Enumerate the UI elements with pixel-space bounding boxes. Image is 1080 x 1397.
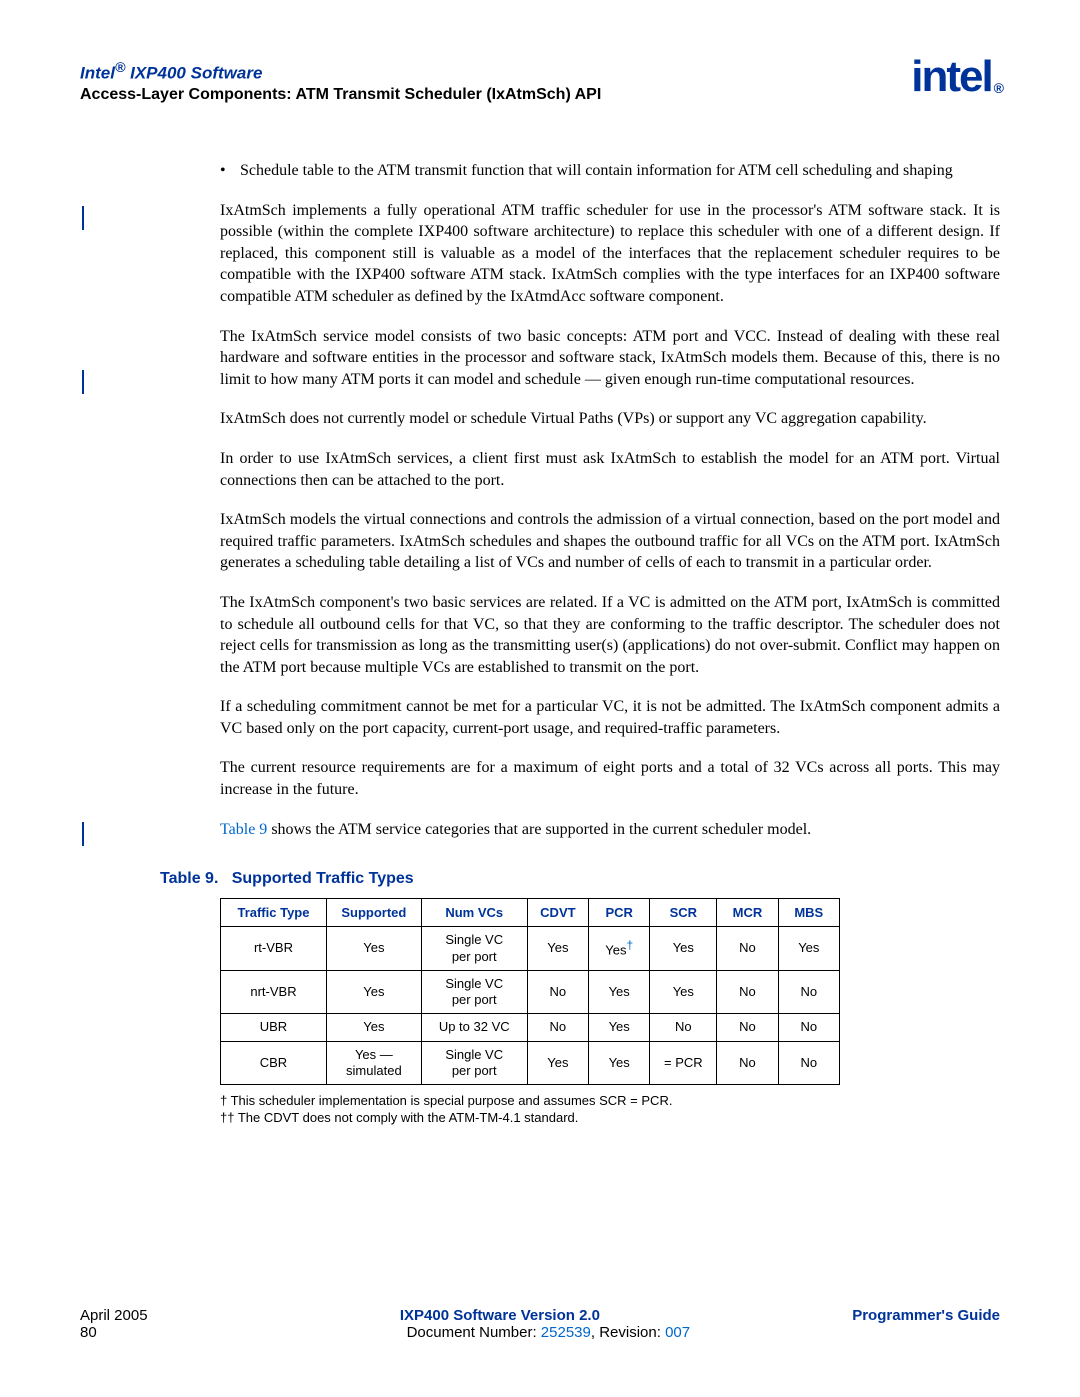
table-cell: No [717,1041,778,1085]
table-cell: Up to 32 VC [421,1014,527,1041]
table-title: Supported Traffic Types [232,870,414,887]
table-cell: Single VCper port [421,970,527,1014]
footer-pagenum: 80 [80,1324,97,1341]
table-header-cell: MCR [717,899,778,927]
page-footer: April 2005 IXP400 Software Version 2.0 P… [80,1307,1000,1341]
table-cell: Yes [589,1041,650,1085]
table-cell: Yes [589,1014,650,1041]
table-cell: Yes —simulated [326,1041,421,1085]
table-cell: No [650,1014,717,1041]
table-cell: nrt-VBR [221,970,327,1014]
table-cell: rt-VBR [221,927,327,971]
footer-right: Programmer's Guide [852,1307,1000,1324]
table-cell: Yes [527,927,588,971]
table-cell: No [778,970,839,1014]
table-cell: Yes [527,1041,588,1085]
footnote: †† The CDVT does not comply with the ATM… [220,1110,1000,1125]
doc-number-link[interactable]: 252539 [541,1324,591,1341]
intel-logo: intel® [911,52,1000,102]
table-header-cell: Num VCs [421,899,527,927]
change-bar [82,206,84,230]
table-row: UBRYesUp to 32 VCNoYesNoNoNo [221,1014,840,1041]
table-cell: Single VCper port [421,1041,527,1085]
footer-title: IXP400 Software Version 2.0 [400,1307,600,1324]
footer-date: April 2005 [80,1307,148,1324]
registered-mark: ® [115,60,125,76]
header-product: IXP400 Software [125,64,262,83]
table-cell: No [717,1014,778,1041]
supported-traffic-types-table: Traffic TypeSupportedNum VCsCDVTPCRSCRMC… [220,898,840,1085]
footer-center: IXP400 Software Version 2.0 [148,1307,853,1324]
paragraph: The IxAtmSch service model consists of t… [220,326,1000,391]
table-cell: No [778,1014,839,1041]
revision-link[interactable]: 007 [665,1324,690,1341]
paragraph: IxAtmSch models the virtual connections … [220,509,1000,574]
logo-text: intel [911,52,991,101]
table-row: rt-VBRYesSingle VCper portYesYes†YesNoYe… [221,927,840,971]
table-caption: Table 9. Supported Traffic Types [160,870,1000,888]
paragraph: If a scheduling commitment cannot be met… [220,696,1000,739]
table-cell: = PCR [650,1041,717,1085]
table-cell: No [527,970,588,1014]
table-header-cell: Supported [326,899,421,927]
crossref-suffix: shows the ATM service categories that ar… [267,821,811,838]
rev-prefix: , Revision: [591,1324,665,1341]
table-cell: No [778,1041,839,1085]
table-body: rt-VBRYesSingle VCper portYesYes†YesNoYe… [221,927,840,1085]
table-row: nrt-VBRYesSingle VCper portNoYesYesNoNo [221,970,840,1014]
table-header-cell: Traffic Type [221,899,327,927]
paragraph: IxAtmSch implements a fully operational … [220,200,1000,308]
footnote: † This scheduler implementation is speci… [220,1093,1000,1108]
header-text-block: Intel® IXP400 Software Access-Layer Comp… [80,60,601,104]
logo-registered: ® [994,80,1002,96]
table-cell: No [717,970,778,1014]
table-cell: No [527,1014,588,1041]
paragraph-crossref: Table 9 shows the ATM service categories… [220,819,1000,841]
paragraph: The current resource requirements are fo… [220,757,1000,800]
paragraph: In order to use IxAtmSch services, a cli… [220,448,1000,491]
dagger-ref: † [626,938,633,952]
table-cell: Yes [326,1014,421,1041]
paragraph: The IxAtmSch component's two basic servi… [220,592,1000,678]
table-row: CBRYes —simulatedSingle VCper portYesYes… [221,1041,840,1085]
table-cell: Yes† [589,927,650,971]
page-header: Intel® IXP400 Software Access-Layer Comp… [80,60,1000,110]
table-cell: Yes [589,970,650,1014]
table-cell: CBR [221,1041,327,1085]
table-header-row: Traffic TypeSupportedNum VCsCDVTPCRSCRMC… [221,899,840,927]
table-cell: Yes [326,970,421,1014]
body-content: • Schedule table to the ATM transmit fun… [220,160,1000,840]
table-wrapper: Traffic TypeSupportedNum VCsCDVTPCRSCRMC… [220,898,1000,1085]
table-header-cell: PCR [589,899,650,927]
doc-prefix: Document Number: [407,1324,541,1341]
footer-docnum: Document Number: 252539, Revision: 007 [97,1324,1000,1341]
bullet-item: • Schedule table to the ATM transmit fun… [220,160,1000,182]
table-cell: Single VCper port [421,927,527,971]
table-header-cell: SCR [650,899,717,927]
table-cell: Yes [326,927,421,971]
footer-guide: Programmer's Guide [852,1307,1000,1324]
change-bar [82,370,84,394]
bullet-text: Schedule table to the ATM transmit funct… [240,160,1000,182]
paragraph: IxAtmSch does not currently model or sch… [220,408,1000,430]
table-footnotes: † This scheduler implementation is speci… [220,1093,1000,1125]
table-cell: Yes [650,970,717,1014]
header-product-line: Intel® IXP400 Software [80,60,601,84]
table-header-cell: CDVT [527,899,588,927]
table-cell: No [717,927,778,971]
header-chapter-title: Access-Layer Components: ATM Transmit Sc… [80,86,601,104]
table-cell: Yes [650,927,717,971]
change-bar [82,822,84,846]
table-crossref-link[interactable]: Table 9 [220,821,267,838]
table-cell: UBR [221,1014,327,1041]
bullet-marker: • [220,160,240,182]
table-cell: Yes [778,927,839,971]
table-number: Table 9. [160,870,218,887]
table-header-cell: MBS [778,899,839,927]
header-brand: Intel [80,64,115,83]
footer-left: April 2005 [80,1307,148,1324]
